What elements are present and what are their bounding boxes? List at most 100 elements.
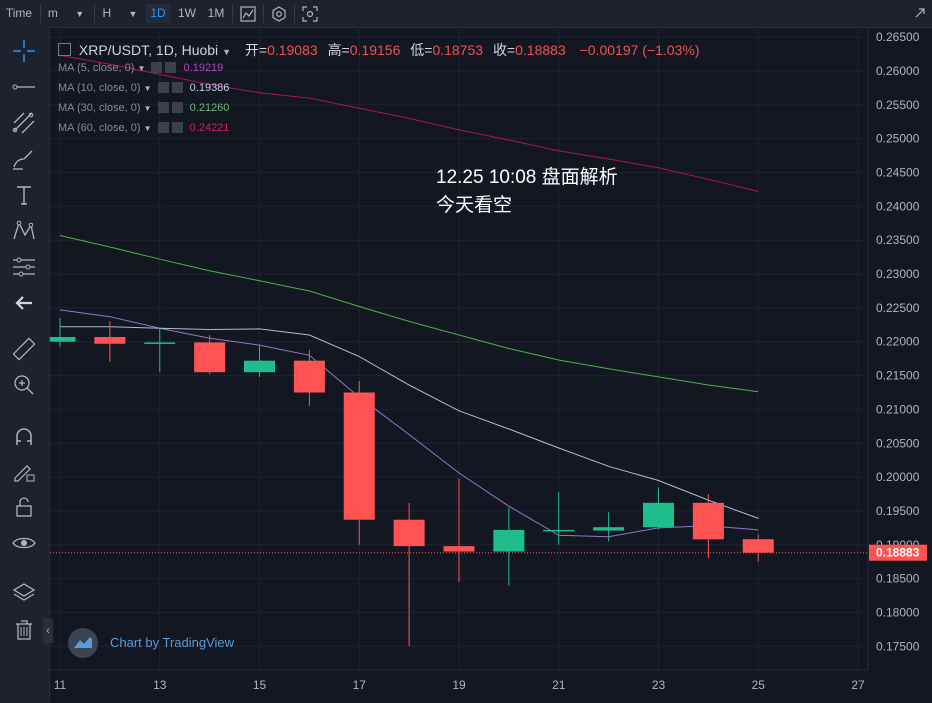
last-price-badge <box>869 544 927 561</box>
ma-close-icon[interactable] <box>165 62 177 73</box>
interval-1w-button[interactable]: 1W <box>178 6 196 20</box>
chevron-down-icon[interactable]: ▼ <box>143 104 152 113</box>
ma-legend-row: MA (30, close, 0) ▼ 0.21260 <box>58 102 229 114</box>
pattern-tool-icon[interactable] <box>10 217 38 245</box>
zoom-in-icon[interactable] <box>10 371 38 399</box>
x-tick-label: 21 <box>552 678 566 692</box>
prediction-tool-icon[interactable] <box>10 253 38 281</box>
change-value: −0.00197 (−1.03%) <box>579 42 700 58</box>
ma-label[interactable]: MA (10, close, 0) <box>58 82 141 94</box>
candle-up <box>543 529 575 532</box>
ma-legend-row: MA (10, close, 0) ▼ 0.19386 <box>58 82 229 94</box>
high-label: 高= <box>327 42 350 58</box>
interval-1m-button[interactable]: 1M <box>207 6 225 20</box>
x-tick-label: 25 <box>752 678 766 692</box>
ma-line-1 <box>59 309 759 538</box>
ma-close-icon[interactable] <box>171 82 183 93</box>
ma-legend-row: MA (5, close, 0) ▼ 0.19219 <box>58 62 223 74</box>
ma-legend-row: MA (60, close, 0) ▼ 0.24221 <box>58 122 229 134</box>
x-tick-label: 27 <box>851 678 865 692</box>
text-tool-icon[interactable] <box>10 181 38 209</box>
candle-up <box>643 502 674 528</box>
symbol-name[interactable]: XRP/USDT, 1D, Huobi <box>78 42 219 58</box>
legend-collapse-icon[interactable] <box>58 43 71 56</box>
ma-close-icon[interactable] <box>171 102 183 113</box>
chevron-down-icon[interactable]: ▼ <box>137 64 146 73</box>
candle-down <box>343 392 375 520</box>
chart-axes: 0.175000.180000.185000.190000.195000.200… <box>50 27 927 692</box>
price-chart[interactable]: 0.175000.180000.185000.190000.195000.200… <box>50 27 932 703</box>
maximize-icon[interactable] <box>912 4 928 23</box>
annotation-line-1[interactable]: 12.25 10:08 盘面解析 <box>436 167 618 188</box>
candle-down <box>293 360 325 393</box>
ma-settings-icon[interactable] <box>157 102 169 113</box>
candle-up <box>593 527 625 531</box>
y-tick-label: 0.25500 <box>876 98 920 112</box>
chevron-down-icon[interactable]: ▼ <box>222 47 231 57</box>
high-value: 0.19156 <box>349 42 401 58</box>
x-tick-label: 17 <box>353 678 367 692</box>
tradingview-logo-icon <box>68 628 98 658</box>
chevron-down-icon: ▼ <box>128 9 138 19</box>
minute-label: m <box>47 6 58 20</box>
branding-text: Chart by TradingView <box>110 635 235 650</box>
y-tick-label: 0.21500 <box>876 369 920 383</box>
low-value: 0.18753 <box>432 42 484 58</box>
candle-down <box>194 342 226 373</box>
candlesticks <box>50 318 774 647</box>
candle-down <box>692 502 724 540</box>
ma-label[interactable]: MA (5, close, 0) <box>58 62 135 74</box>
annotation-line-2[interactable]: 今天看空 <box>436 195 513 216</box>
ma-value: 0.19386 <box>189 82 230 94</box>
candle-down <box>742 539 774 553</box>
ruler-icon[interactable] <box>10 335 38 363</box>
chart-type-icon[interactable] <box>238 4 258 23</box>
toolbar-divider <box>40 4 41 23</box>
ma-label[interactable]: MA (30, close, 0) <box>58 102 141 114</box>
x-tick-label: 13 <box>153 678 167 692</box>
ma-label[interactable]: MA (60, close, 0) <box>58 122 141 134</box>
y-tick-label: 0.25000 <box>876 132 920 146</box>
y-tick-label: 0.20000 <box>876 470 920 484</box>
minute-interval-dropdown[interactable]: m ▼ <box>46 4 86 23</box>
chart-legend: XRP/USDT, 1D, Huobi ▼ 开=0.19083 高=0.1915… <box>58 40 700 60</box>
candle-down <box>393 519 425 547</box>
fib-tool-icon[interactable] <box>10 109 38 137</box>
y-tick-label: 0.26000 <box>876 64 920 78</box>
layers-icon[interactable] <box>10 579 38 607</box>
ma-settings-icon[interactable] <box>157 82 169 93</box>
collapse-sidebar-button[interactable]: ‹ <box>43 618 53 644</box>
candle-up <box>244 360 275 373</box>
y-tick-label: 0.22000 <box>876 335 920 349</box>
lock-drawing-icon[interactable] <box>10 457 38 485</box>
settings-hexagon-icon[interactable] <box>269 4 289 23</box>
toolbar-divider <box>294 4 295 23</box>
ma-settings-icon[interactable] <box>157 122 169 133</box>
interval-1d-button[interactable]: 1D <box>146 4 170 23</box>
low-label: 低= <box>410 42 433 58</box>
arrow-left-icon[interactable] <box>10 289 38 317</box>
unlock-icon[interactable] <box>10 493 38 521</box>
y-tick-label: 0.21000 <box>876 402 920 416</box>
y-tick-label: 0.26500 <box>876 30 920 44</box>
ma-close-icon[interactable] <box>171 122 183 133</box>
brush-icon[interactable] <box>10 145 38 173</box>
fullscreen-icon[interactable] <box>300 4 320 23</box>
crosshair-icon[interactable] <box>10 37 38 65</box>
time-button[interactable]: Time <box>5 6 33 20</box>
top-toolbar: Time m ▼ H ▼ 1D 1W 1M <box>0 0 932 28</box>
chevron-down-icon[interactable]: ▼ <box>143 84 152 93</box>
toolbar-divider <box>232 4 233 23</box>
magnet-icon[interactable] <box>10 423 38 451</box>
chevron-down-icon[interactable]: ▼ <box>143 124 152 133</box>
candle-up <box>50 336 76 342</box>
last-price-label: 0.18883 <box>876 546 920 560</box>
eye-icon[interactable] <box>10 529 38 557</box>
ma-settings-icon[interactable] <box>151 62 163 73</box>
y-tick-label: 0.24000 <box>876 199 920 213</box>
trend-line-icon[interactable] <box>10 73 38 101</box>
y-tick-label: 0.22500 <box>876 301 920 315</box>
y-tick-label: 0.18500 <box>876 572 920 586</box>
trash-icon[interactable] <box>10 615 38 643</box>
hour-interval-dropdown[interactable]: H ▼ <box>100 4 140 23</box>
